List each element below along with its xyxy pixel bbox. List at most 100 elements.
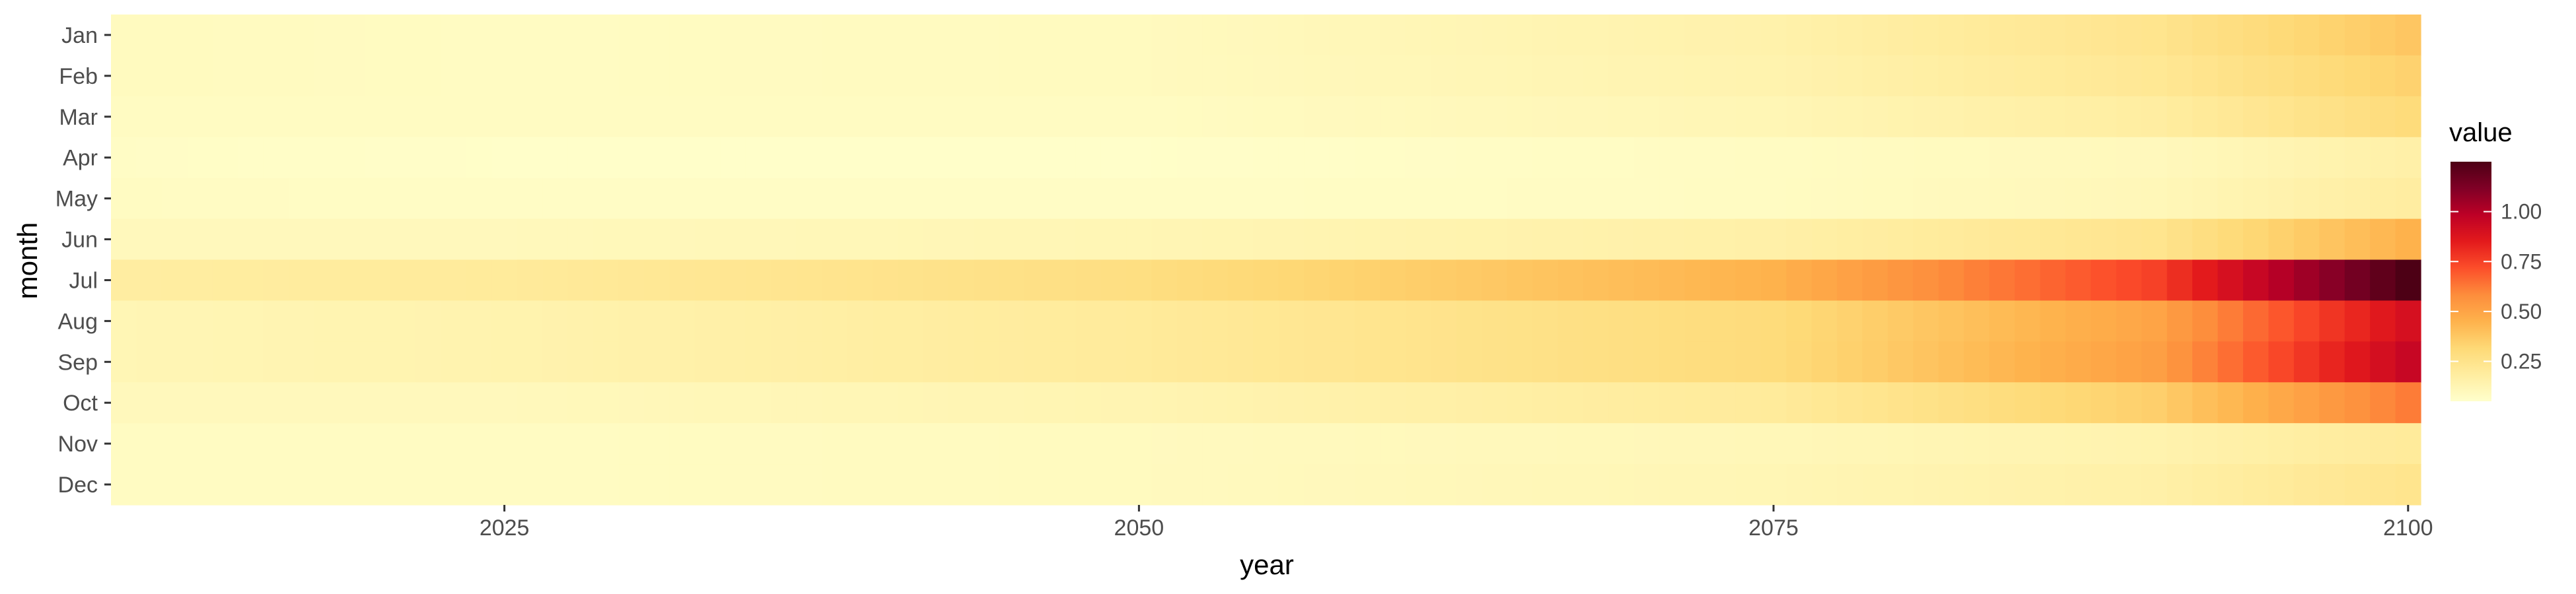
heatmap-cell (2091, 218, 2117, 261)
heatmap-cell (2065, 96, 2092, 138)
heatmap-cell (2293, 55, 2320, 97)
heatmap-cell (2370, 96, 2396, 138)
heatmap-cell (289, 300, 315, 342)
heatmap-cell (441, 382, 467, 424)
heatmap-cell (2116, 382, 2142, 424)
heatmap-cell (1659, 218, 1686, 261)
heatmap-cell (542, 382, 569, 424)
heatmap-cell (872, 137, 898, 179)
heatmap-cell (1100, 55, 1127, 97)
heatmap-cell (1380, 178, 1406, 220)
heatmap-cell (1938, 178, 1964, 220)
heatmap-cell (694, 178, 721, 220)
heatmap-cell (441, 15, 467, 56)
heatmap-cell (720, 178, 746, 220)
heatmap-cell (1633, 259, 1660, 302)
heatmap-cell (669, 464, 696, 506)
heatmap-cell (1786, 15, 1812, 56)
heatmap-cell (2217, 178, 2244, 220)
heatmap-cell (771, 178, 797, 220)
heatmap-cell (1024, 55, 1051, 97)
heatmap-cell (1304, 259, 1330, 302)
heatmap-cell (390, 178, 416, 220)
heatmap-cell (1888, 300, 1914, 342)
heatmap-cell (1938, 55, 1964, 97)
heatmap-cell (212, 464, 238, 506)
heatmap-cell (1811, 341, 1838, 383)
heatmap-cell (644, 300, 670, 342)
heatmap-cell (2370, 218, 2396, 261)
heatmap-cell (1024, 341, 1051, 383)
heatmap-cell (390, 464, 416, 506)
heatmap-cell (644, 178, 670, 220)
heatmap-cell (1532, 55, 1559, 97)
heatmap-cell (847, 96, 873, 138)
heatmap-cell (415, 178, 442, 220)
heatmap-cell (542, 341, 569, 383)
heatmap-cell (923, 15, 949, 56)
heatmap-cell (974, 423, 1000, 465)
heatmap-cell (1659, 423, 1686, 465)
heatmap-cell (618, 464, 645, 506)
heatmap-cell (415, 55, 442, 97)
heatmap-cell (1151, 259, 1178, 302)
heatmap-cell (161, 464, 188, 506)
heatmap-cell (1862, 218, 1888, 261)
heatmap-cell (720, 218, 746, 261)
legend-tick-label: 0.75 (2501, 249, 2542, 273)
heatmap-cell (542, 55, 569, 97)
heatmap-cell (669, 55, 696, 97)
heatmap-cell (898, 423, 924, 465)
heatmap-cell (2293, 464, 2320, 506)
heatmap-cell (2116, 259, 2142, 302)
heatmap-cell (2344, 96, 2371, 138)
heatmap-cell (1431, 137, 1457, 179)
heatmap-cell (2166, 300, 2193, 342)
heatmap-cell (1557, 15, 1584, 56)
heatmap-cell (491, 341, 518, 383)
heatmap-cell (2395, 341, 2421, 383)
heatmap-cell (948, 55, 975, 97)
heatmap-cell (872, 464, 898, 506)
heatmap-cell (2268, 464, 2295, 506)
heatmap-cell (1811, 137, 1838, 179)
heatmap-cell (2268, 259, 2295, 302)
heatmap-cell (1659, 382, 1686, 424)
heatmap-cell (2370, 300, 2396, 342)
heatmap-cell (289, 178, 315, 220)
heatmap-cell (974, 137, 1000, 179)
heatmap-cell (2293, 15, 2320, 56)
heatmap-cell (542, 300, 569, 342)
heatmap-cell (2217, 55, 2244, 97)
heatmap-cell (2217, 96, 2244, 138)
heatmap-cell (2166, 15, 2193, 56)
heatmap-cell (136, 341, 162, 383)
heatmap-cell (618, 259, 645, 302)
heatmap-cell (2015, 259, 2041, 302)
heatmap-cell (1710, 382, 1736, 424)
heatmap-cell (187, 300, 213, 342)
heatmap-cell (289, 55, 315, 97)
heatmap-cell (1278, 259, 1305, 302)
heatmap-cell (1380, 341, 1406, 383)
heatmap-cell (2116, 218, 2142, 261)
heatmap-cell (2116, 178, 2142, 220)
heatmap-cell (2015, 15, 2041, 56)
heatmap-cell (771, 55, 797, 97)
heatmap-cell (2040, 259, 2066, 302)
heatmap-cell (466, 382, 493, 424)
heatmap-cell (238, 464, 264, 506)
heatmap-cell (1557, 259, 1584, 302)
heatmap-cell (289, 464, 315, 506)
heatmap-cell (694, 137, 721, 179)
heatmap-cell (2344, 464, 2371, 506)
heatmap-cell (1202, 15, 1229, 56)
heatmap-cell (1050, 96, 1076, 138)
heatmap-cell (263, 382, 289, 424)
heatmap-cell (1100, 259, 1127, 302)
heatmap-cell (1304, 55, 1330, 97)
heatmap-cell (2065, 259, 2092, 302)
heatmap-cell (2319, 300, 2345, 342)
heatmap-cell (1786, 259, 1812, 302)
heatmap-cell (618, 55, 645, 97)
